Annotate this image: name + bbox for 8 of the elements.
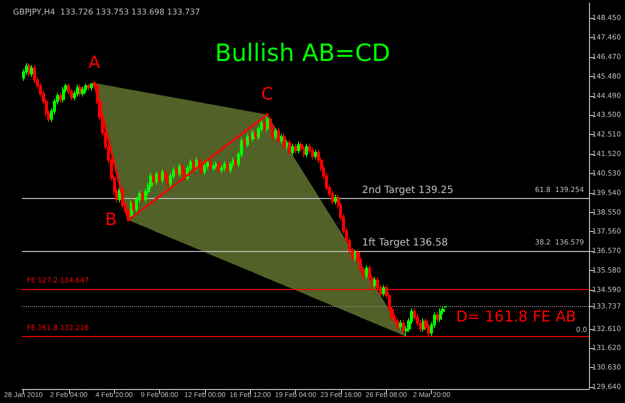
data-label: B bbox=[105, 210, 117, 230]
text: Bullish AB=CD bbox=[215, 39, 390, 67]
data-label: A bbox=[88, 53, 100, 74]
annotation: 1ft Target 136.58 bbox=[362, 237, 448, 248]
text: GBPJPY,H4 133.726 133.753 133.698 133.737 bbox=[13, 8, 200, 16]
annotation: D= 161.8 FE AB bbox=[456, 308, 576, 326]
data-label: C bbox=[261, 84, 274, 105]
annotation: 2nd Target 139.25 bbox=[362, 185, 454, 196]
